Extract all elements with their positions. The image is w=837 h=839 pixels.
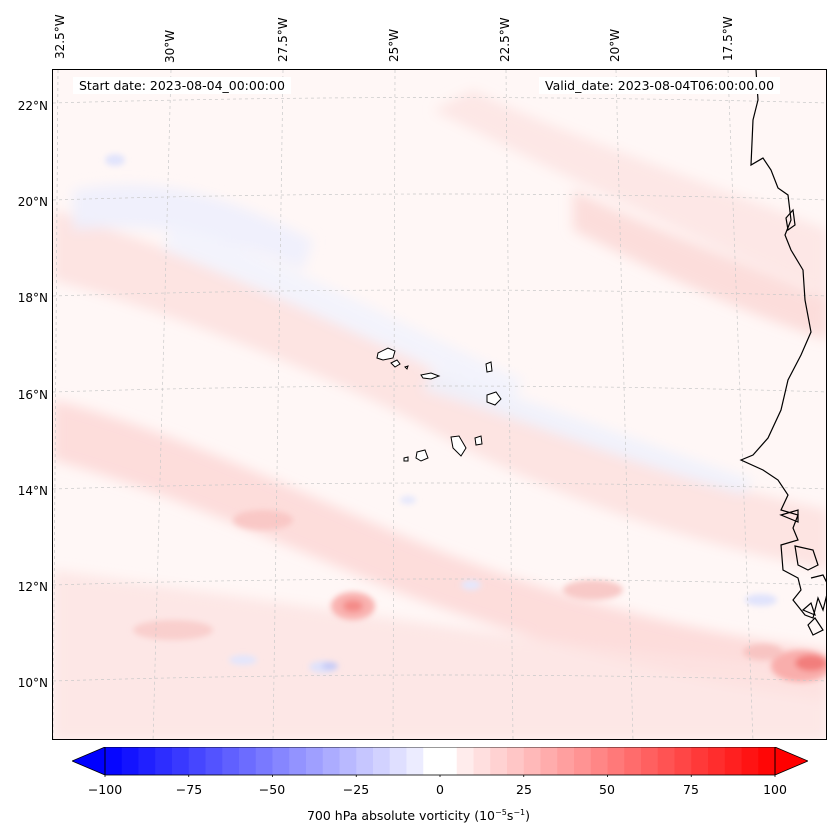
colorbar-cell [423,747,441,775]
colorbar-cell [205,747,223,775]
valid-date-label: Valid_date: 2023-08-04T06:00:00.00 [539,77,781,94]
africa-coastline [739,70,826,619]
colorbar-max-extend [774,747,808,776]
colorbar-cell [674,747,692,775]
colorbar-cell [356,747,374,775]
colorbar-cell [540,747,558,775]
colorbar-cell [289,747,307,775]
colorbar-cell [138,747,156,775]
colorbar-cell [490,747,508,775]
colorbar-cell [105,747,123,775]
island-santa-luzia [404,365,409,370]
lon-label-20w: 20°W [608,28,622,62]
colorbar-tick-label: −25 [342,782,370,797]
colorbar-cell [557,747,575,775]
lat-label-18n: 18°N [17,291,48,305]
colorbar-cell [322,747,341,775]
colorbar-cell [624,747,642,775]
colorbar-cell [724,747,743,775]
graticule [53,70,826,739]
colorbar-cell [657,747,676,775]
colorbar-cell [607,747,625,775]
island-sao-nicolau [420,372,441,380]
lat-label-10n: 10°N [17,676,48,690]
island-santiago [450,435,467,457]
colorbar-cell [758,747,776,775]
map-panel[interactable] [52,69,827,740]
colorbar-cell [440,747,458,775]
colorbar-cell [691,747,709,775]
colorbar-cell [255,747,274,775]
lon-label-17-5w: 17.5°W [721,16,735,61]
lat-label-12n: 12°N [17,580,48,594]
colorbar-cell [708,747,726,775]
cape-verde-islands [376,347,502,462]
island-maio [474,435,483,446]
island-fogo [415,449,429,462]
colorbar-tick-label: −100 [87,782,123,797]
lon-label-30w: 30°W [163,29,177,63]
colorbar-cell [406,747,424,775]
colorbar-tick-label: 50 [599,782,615,797]
colorbar-cell [641,747,659,775]
lat-label-20n: 20°N [17,195,48,209]
lat-label-16n: 16°N [17,388,48,402]
colorbar-cell [222,747,240,775]
colorbar-ticks [104,775,776,777]
vorticity-features [105,154,826,682]
colorbar-cell [155,747,173,775]
colorbar-cell [473,747,491,775]
island-brava [403,456,409,462]
colorbar-cell [339,747,357,775]
colorbar-cells [105,747,776,775]
colorbar-cell [507,747,525,775]
colorbar-cell [456,747,475,775]
colorbar-cell [188,747,207,775]
lon-label-22-5w: 22.5°W [498,17,512,62]
island-santo-antao [376,347,396,361]
colorbar-label: 700 hPa absolute vorticity (10−5s−1) [306,808,531,824]
colorbar-cell [590,747,609,775]
lat-label-22n: 22°N [17,99,48,113]
colorbar-cell [523,747,542,775]
colorbar-tick-label: −50 [258,782,286,797]
colorbar-cell [306,747,324,775]
colorbar-tick-label: −75 [175,782,203,797]
colorbar-cell [574,747,592,775]
colorbar-tick-label: 75 [683,782,699,797]
island-sal [485,361,493,373]
island-boa-vista [486,391,502,406]
colorbar-cell [172,747,190,775]
start-date-label: Start date: 2023-08-04_00:00:00 [73,77,291,94]
colorbar-cell [373,747,391,775]
colorbar-tick-label: 0 [436,782,444,797]
lon-label-32-5w: 32.5°W [53,14,67,59]
colorbar-cell [741,747,759,775]
colorbar [72,747,808,777]
colorbar-cell [121,747,140,775]
colorbar-cell [239,747,257,775]
colorbar-tick-label: 100 [763,782,787,797]
vorticity-field [53,90,826,739]
vorticity-map [53,70,826,739]
lon-label-27-5w: 27.5°W [276,17,290,62]
colorbar-min-extend [72,747,106,776]
lon-label-25w: 25°W [387,28,401,62]
island-sao-vicente [390,359,401,368]
coastline [739,70,826,636]
colorbar-tick-label: 25 [516,782,532,797]
lat-label-14n: 14°N [17,484,48,498]
colorbar-cell [272,747,290,775]
colorbar-cell [389,747,408,775]
